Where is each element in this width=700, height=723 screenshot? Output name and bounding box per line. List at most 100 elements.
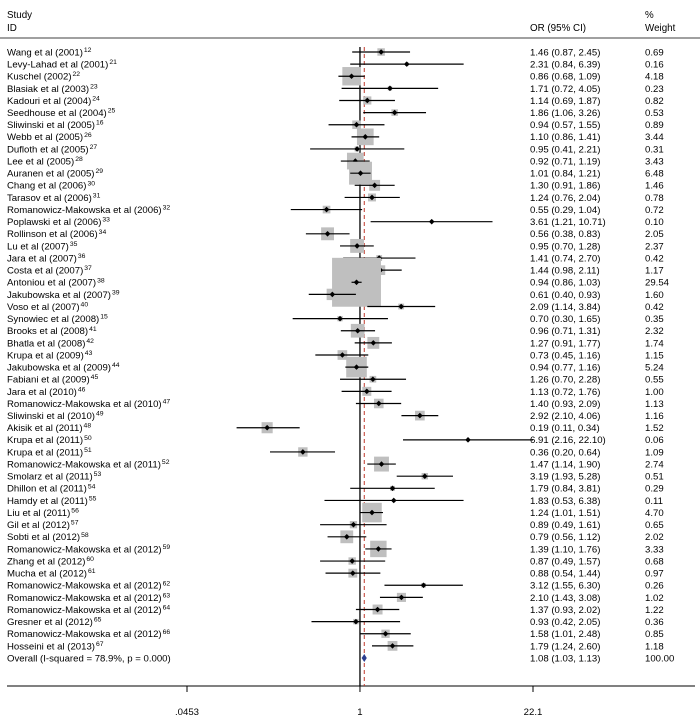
- study-label: Krupa et al (2011): [7, 435, 83, 446]
- study-ref: 41: [89, 326, 97, 333]
- ci-text: 1.79 (1.24, 2.60): [530, 641, 600, 652]
- study-label: Auranen et al (2005): [7, 169, 94, 180]
- ci-text: 1.71 (0.72, 4.05): [530, 84, 600, 95]
- ci-text: 0.93 (0.42, 2.05): [530, 617, 600, 628]
- point-estimate: [389, 485, 396, 492]
- point-estimate: [403, 61, 410, 67]
- ci-text: 1.58 (1.01, 2.48): [530, 629, 600, 640]
- ci-text: 0.36 (0.20, 0.64): [530, 447, 600, 458]
- point-estimate: [364, 97, 371, 104]
- weight-text: 0.55: [645, 375, 664, 386]
- study-label: Kuschel (2002): [7, 72, 72, 83]
- weight-text: 0.26: [645, 581, 664, 592]
- weight-text: 0.06: [645, 435, 664, 446]
- study-label: Jakubowska et al (2009): [7, 363, 111, 374]
- study-label: Antoniou et al (2007): [7, 278, 96, 289]
- weight-text: 1.17: [645, 266, 664, 277]
- weight-text: 0.68: [645, 556, 664, 567]
- study-ref: 51: [84, 447, 92, 454]
- point-estimate: [348, 73, 355, 80]
- ci-text: 1.83 (0.53, 6.38): [530, 496, 600, 507]
- study-ref: 25: [108, 108, 116, 115]
- weight-text: 0.36: [645, 617, 664, 628]
- study-ref: 50: [84, 435, 92, 442]
- weight-text: 1.13: [645, 399, 664, 410]
- study-ref: 39: [112, 289, 120, 296]
- study-label: Synowiec et al (2008): [7, 314, 99, 325]
- study-label: Kadouri et al (2004): [7, 96, 91, 107]
- weight-text: 3.44: [645, 132, 664, 143]
- point-estimate: [370, 376, 376, 383]
- study-label: Sliwinski et al (2005): [7, 120, 95, 131]
- weight-text: 0.10: [645, 217, 664, 228]
- study-label: Romanowicz-Makowska et al (2010): [7, 399, 162, 410]
- weight-text: 0.23: [645, 84, 664, 95]
- weight-text: 1.16: [645, 411, 664, 422]
- x-tick-label: 1: [357, 707, 362, 718]
- point-estimate: [369, 509, 375, 516]
- study-ref: 31: [93, 192, 101, 199]
- study-label: Brooks et al (2008): [7, 326, 88, 337]
- ci-text: 1.14 (0.69, 1.87): [530, 96, 600, 107]
- study-ref: 54: [88, 483, 96, 490]
- study-label: Hosseini et al (2013): [7, 641, 95, 652]
- study-ref: 29: [95, 168, 103, 175]
- ci-text: 0.79 (0.56, 1.12): [530, 532, 600, 543]
- forest-marks: Wang et al (2001) 12 1.46 (0.87, 2.45) 0.69…: [7, 47, 674, 718]
- weight-text: 0.97: [645, 569, 664, 580]
- ci-text: 0.92 (0.71, 1.19): [530, 156, 600, 167]
- ci-text: 0.55 (0.29, 1.04): [530, 205, 600, 216]
- ci-text: 1.24 (0.76, 2.04): [530, 193, 600, 204]
- study-label: Jakubowska et al (2007): [7, 290, 111, 301]
- ci-text: 0.89 (0.49, 1.61): [530, 520, 600, 531]
- study-label: Jara et al (2007): [7, 253, 77, 264]
- study-ref: 61: [88, 568, 96, 575]
- ci-text: 0.88 (0.54, 1.44): [530, 569, 600, 580]
- weight-text: 0.65: [645, 520, 664, 531]
- point-estimate: [350, 570, 356, 576]
- ci-text: 0.19 (0.11, 0.34): [530, 423, 600, 434]
- study-ref: 58: [81, 532, 89, 539]
- point-estimate: [349, 558, 355, 564]
- study-ref: 16: [96, 120, 104, 127]
- point-estimate: [378, 49, 384, 55]
- study-label: Dhillon et al (2011): [7, 484, 87, 495]
- study-label: Lee et al (2005): [7, 156, 74, 167]
- ci-text: 1.86 (1.06, 3.26): [530, 108, 600, 119]
- study-ref: 52: [162, 459, 170, 466]
- study-ref: 12: [84, 47, 92, 54]
- ci-text: 0.94 (0.57, 1.55): [530, 120, 600, 131]
- ci-text: 1.01 (0.84, 1.21): [530, 169, 600, 180]
- study-ref: 37: [84, 265, 92, 272]
- study-ref: 48: [84, 423, 92, 430]
- study-label: Krupa et al (2009): [7, 350, 84, 361]
- study-label: Tarasov et al (2006): [7, 193, 92, 204]
- study-label: Wang et al (2001): [7, 47, 83, 58]
- header-percent: %: [645, 10, 654, 21]
- ci-text: 0.95 (0.41, 2.21): [530, 144, 600, 155]
- weight-text: 2.02: [645, 532, 664, 543]
- weight-text: 0.82: [645, 96, 664, 107]
- study-ref: 43: [85, 350, 93, 357]
- point-estimate: [375, 400, 382, 407]
- weight-text: 0.11: [645, 496, 663, 507]
- study-label: Poplawski et al (2006): [7, 217, 101, 228]
- ci-text: 2.10 (1.43, 3.08): [530, 593, 600, 604]
- point-estimate: [353, 618, 359, 625]
- overall-ci-text: 1.08 (1.03, 1.13): [530, 653, 600, 664]
- point-estimate: [387, 85, 393, 92]
- weight-text: 1.60: [645, 290, 664, 301]
- study-label: Hamdy et al (2011): [7, 496, 88, 507]
- header-id: ID: [7, 23, 17, 34]
- point-estimate: [398, 303, 404, 310]
- point-estimate: [339, 352, 346, 358]
- point-estimate: [369, 194, 375, 201]
- point-estimate: [264, 424, 270, 431]
- study-ref: 36: [78, 253, 86, 260]
- ci-text: 6.91 (2.16, 22.10): [530, 435, 606, 446]
- weight-text: 1.22: [645, 605, 664, 616]
- study-ref: 22: [73, 71, 81, 78]
- weight-text: 0.69: [645, 47, 664, 58]
- point-estimate: [398, 594, 405, 601]
